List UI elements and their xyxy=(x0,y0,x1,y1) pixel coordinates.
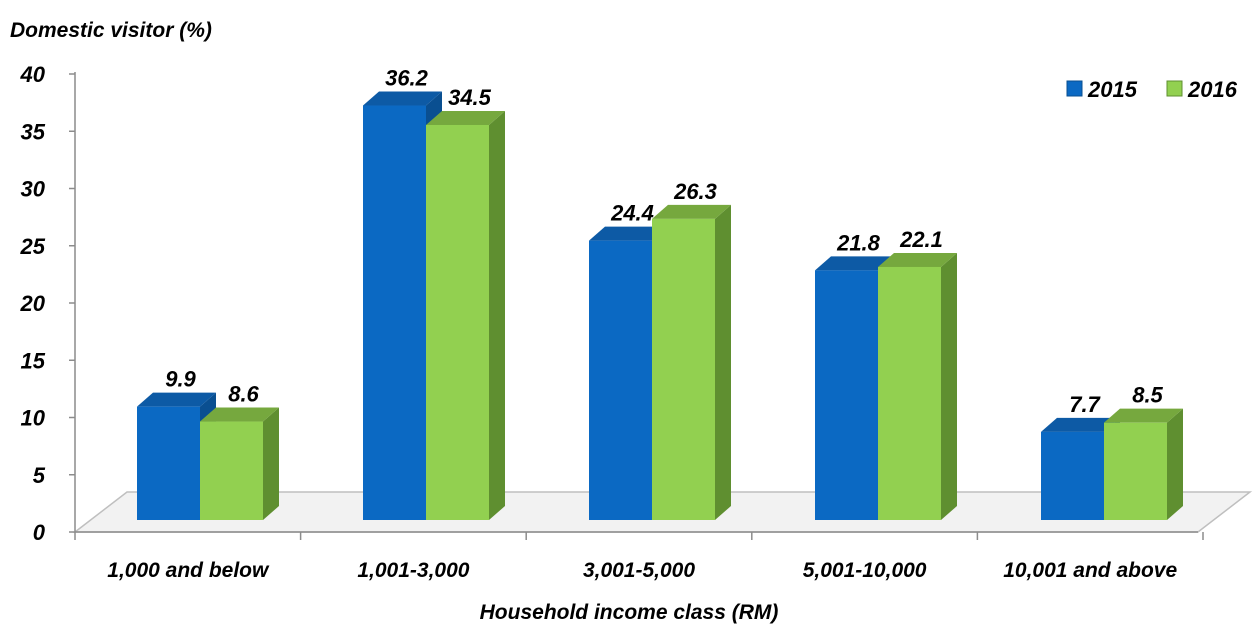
data-label: 21.8 xyxy=(836,230,881,255)
bar-front xyxy=(426,124,489,520)
data-label: 7.7 xyxy=(1069,392,1101,417)
bar-front xyxy=(363,105,426,520)
bar-front xyxy=(652,218,715,521)
y-tick-label: 35 xyxy=(21,119,46,144)
y-tick-label: 20 xyxy=(20,291,46,316)
bar-side xyxy=(941,252,957,520)
bar-top xyxy=(1041,417,1120,432)
category-label: 1,000 and below xyxy=(107,559,270,582)
bar-2016-4 xyxy=(1104,408,1183,520)
data-label: 8.5 xyxy=(1132,383,1163,408)
y-tick-label: 30 xyxy=(21,177,46,202)
bar-2016-2 xyxy=(652,204,731,521)
bar-top xyxy=(589,226,668,241)
bar-front xyxy=(589,240,652,520)
y-tick-label: 0 xyxy=(33,520,46,545)
bar-side xyxy=(715,204,731,521)
legend-label: 2016 xyxy=(1187,77,1238,102)
data-label: 9.9 xyxy=(165,367,196,392)
bar-2016-0 xyxy=(200,407,279,520)
y-tick-label: 40 xyxy=(20,62,46,87)
data-label: 34.5 xyxy=(448,85,492,110)
bar-top xyxy=(1104,408,1183,423)
bar-top xyxy=(652,204,731,219)
bar-side xyxy=(489,110,505,520)
bar-front xyxy=(815,270,878,520)
bar-front xyxy=(137,406,200,520)
bar-front xyxy=(200,421,263,520)
data-label: 26.3 xyxy=(673,179,717,204)
data-label: 22.1 xyxy=(899,227,943,252)
data-label: 8.6 xyxy=(228,382,259,407)
y-axis-title: Domestic visitor (%) xyxy=(10,19,212,42)
bar-top xyxy=(426,110,505,125)
legend-item-2015: 2015 xyxy=(1066,77,1138,102)
bar-front xyxy=(1041,431,1104,520)
bar-top xyxy=(363,91,442,106)
legend-item-2016: 2016 xyxy=(1166,77,1238,102)
bar-front xyxy=(1104,422,1167,520)
y-axis: 0 5 10 15 20 25 30 35 40 xyxy=(20,62,1204,545)
legend-label: 2015 xyxy=(1087,77,1138,102)
x-axis-categories: 1,000 and below 1,001-3,000 3,001-5,000 5,0… xyxy=(107,559,1177,582)
bar-2016-3 xyxy=(878,252,957,520)
bar-side xyxy=(1167,408,1183,520)
y-tick-label: 5 xyxy=(33,463,46,488)
bar-2016-1 xyxy=(426,110,505,520)
legend: 2015 2016 xyxy=(1066,77,1238,102)
bar-top xyxy=(137,392,216,407)
x-axis-title: Household income class (RM) xyxy=(480,601,779,624)
legend-swatch xyxy=(1166,80,1183,97)
legend-swatch xyxy=(1066,80,1083,97)
bar-top xyxy=(815,256,894,271)
bar-top xyxy=(878,252,957,267)
data-label: 36.2 xyxy=(385,66,429,91)
bar-front xyxy=(878,266,941,520)
category-label: 5,001-10,000 xyxy=(803,559,927,582)
bar-top xyxy=(200,407,279,422)
data-label: 24.4 xyxy=(610,201,654,226)
data-labels: 9.9 8.6 36.2 34.5 24.4 26.3 21.8 22.1 7.7 8.5 xyxy=(165,66,1163,417)
category-label: 3,001-5,000 xyxy=(583,559,695,582)
bars xyxy=(137,91,1183,521)
category-label: 10,001 and above xyxy=(1003,559,1177,582)
bar-side xyxy=(263,407,279,520)
y-tick-label: 10 xyxy=(21,406,46,431)
category-label: 1,001-3,000 xyxy=(357,559,469,582)
y-tick-label: 25 xyxy=(20,234,46,259)
y-tick-label: 15 xyxy=(21,348,46,373)
